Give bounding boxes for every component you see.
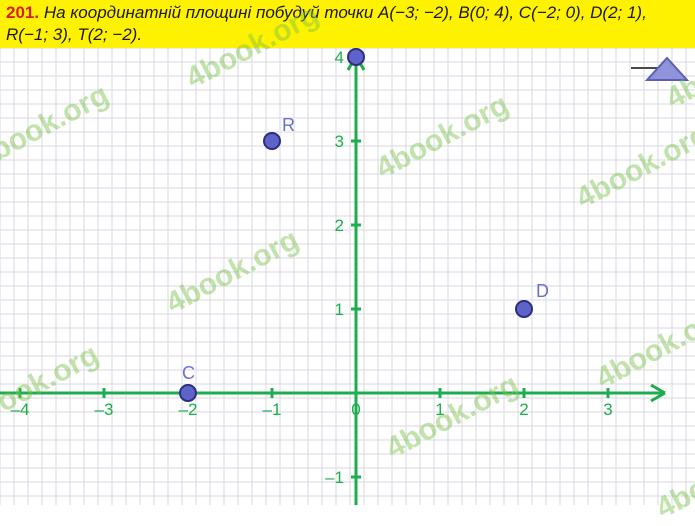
x-tick-label: –2	[179, 400, 198, 419]
x-tick-label: 2	[519, 400, 528, 419]
point-label: R	[282, 115, 295, 135]
tick-labels: –4–3–2–10123–2–112345	[11, 48, 613, 505]
point-C: C	[180, 363, 196, 401]
problem-statement: 201. На координатній площині побудуй точ…	[0, 0, 695, 48]
x-tick-label: 1	[435, 400, 444, 419]
y-tick-label: 1	[335, 300, 344, 319]
x-tick-label: –1	[263, 400, 282, 419]
point-label: D	[536, 281, 549, 301]
point-label: C	[182, 363, 195, 383]
x-tick-label: 0	[351, 400, 360, 419]
point-marker	[516, 301, 532, 317]
point-marker	[348, 49, 364, 65]
problem-number: 201.	[6, 3, 39, 22]
point-marker	[180, 385, 196, 401]
grid	[0, 48, 695, 505]
y-tick-label: –1	[325, 468, 344, 487]
point-label: B	[366, 48, 378, 51]
axes	[0, 48, 665, 505]
point-marker	[264, 133, 280, 149]
problem-text: На координатній площині побудуй точки A(…	[6, 3, 647, 44]
y-tick-label: 4	[335, 48, 344, 67]
chart-svg: –4–3–2–10123–2–112345ABCDRT	[0, 48, 695, 505]
x-tick-label: –3	[95, 400, 114, 419]
coordinate-chart: –4–3–2–10123–2–112345ABCDRT	[0, 48, 695, 505]
x-tick-label: 3	[603, 400, 612, 419]
y-tick-label: 2	[335, 216, 344, 235]
y-tick-label: 3	[335, 132, 344, 151]
x-tick-label: –4	[11, 400, 30, 419]
